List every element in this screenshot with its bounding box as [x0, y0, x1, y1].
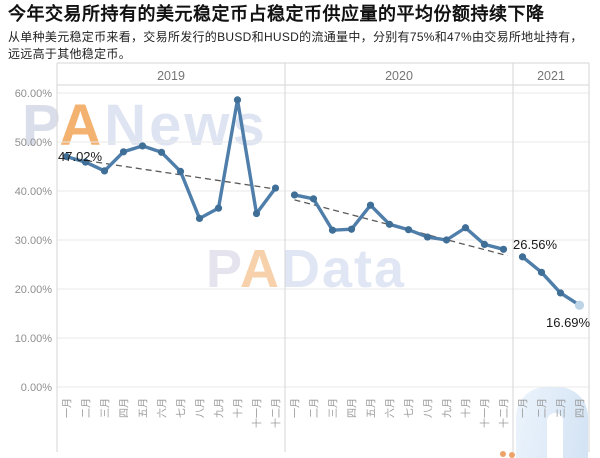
data-point-marker — [347, 225, 356, 233]
y-axis-tick-label: 60.00% — [15, 88, 53, 100]
data-point-marker — [423, 233, 432, 241]
page-subtitle: 从单种美元稳定币来看，交易所发行的BUSD和HUSD的流通量中，分别有75%和4… — [8, 30, 583, 61]
x-axis-month-label: 十二月 — [270, 398, 283, 428]
value-annotation: 26.56% — [513, 237, 558, 252]
data-point-marker — [461, 224, 470, 232]
line-series-2020 — [292, 193, 506, 252]
data-point-marker — [100, 167, 109, 175]
value-annotation: 16.69% — [546, 315, 591, 330]
logo-dot-icon — [509, 452, 515, 458]
x-axis-month-label: 八月 — [195, 398, 207, 418]
x-axis-month-label: 十一月 — [251, 398, 264, 428]
x-axis-month-label: 九月 — [214, 398, 226, 418]
y-axis-tick-label: 40.00% — [15, 186, 53, 198]
x-axis-month-label: 三月 — [328, 398, 340, 418]
panews-watermark: PANews — [22, 92, 268, 159]
data-point-marker — [252, 209, 261, 218]
data-point-marker — [385, 220, 394, 228]
page-title: 今年交易所持有的美元稳定币占稳定币供应量的平均份额持续下降 — [8, 4, 545, 24]
x-axis-month-label: 十二月 — [498, 398, 511, 428]
x-axis-month-label: 六月 — [385, 398, 397, 418]
data-point-marker — [556, 289, 565, 297]
watermark-letter: P — [22, 93, 60, 158]
x-axis-month-label: 八月 — [423, 398, 435, 418]
y-axis-tick-label: 20.00% — [15, 284, 53, 296]
data-point-marker — [290, 191, 299, 199]
x-axis-month-label: 三月 — [556, 398, 568, 418]
y-axis-tick-label: 0.00% — [21, 382, 52, 394]
logo-arch-watermark — [516, 387, 588, 458]
line-series-2021 — [520, 255, 582, 307]
x-axis-month-label: 三月 — [100, 398, 112, 418]
x-axis-month-label: 七月 — [404, 398, 416, 418]
logo-dot-icon — [500, 451, 506, 457]
trendline-2019 — [66, 157, 276, 190]
x-axis-month-label: 四月 — [575, 398, 587, 418]
data-point-marker — [138, 142, 147, 150]
x-axis-month-label: 一月 — [62, 398, 74, 418]
year-label: 2020 — [385, 69, 413, 83]
x-axis-month-label: 七月 — [176, 398, 188, 418]
data-point-marker — [214, 204, 223, 212]
y-axis-tick-label: 10.00% — [15, 333, 53, 345]
x-axis-month-label: 四月 — [347, 398, 359, 418]
data-point-marker — [157, 148, 166, 156]
x-axis-month-label: 四月 — [119, 398, 131, 418]
year-label: 2019 — [157, 69, 185, 83]
x-axis-month-label: 二月 — [309, 398, 321, 418]
y-axis-tick-label: 30.00% — [15, 235, 53, 247]
x-axis-month-label: 二月 — [537, 398, 549, 418]
x-axis-month-label: 十一月 — [479, 398, 492, 428]
data-point-marker — [62, 153, 71, 161]
data-point-marker — [366, 201, 375, 209]
x-axis-month-label: 十月 — [232, 398, 245, 418]
highlighted-last-point — [574, 300, 585, 310]
data-point-marker — [195, 214, 204, 223]
data-point-marker — [404, 226, 413, 234]
data-point-marker — [271, 184, 280, 192]
data-point-marker — [328, 226, 337, 234]
y-axis-tick-label: 50.00% — [15, 137, 53, 149]
value-annotation: 47.02% — [58, 149, 103, 164]
data-point-marker — [176, 167, 185, 175]
watermark-letter: A — [59, 93, 105, 158]
year-label: 2021 — [537, 69, 565, 83]
x-axis-month-label: 六月 — [157, 398, 169, 418]
data-point-marker — [480, 240, 489, 249]
data-point-marker — [518, 253, 527, 261]
x-axis-month-label: 五月 — [138, 398, 150, 418]
logo-arch-notch — [547, 413, 563, 458]
data-point-marker — [233, 96, 242, 104]
data-point-marker — [81, 158, 90, 166]
data-point-marker — [442, 236, 451, 244]
data-point-marker — [309, 195, 318, 203]
data-point-marker — [499, 245, 508, 253]
x-axis-month-label: 一月 — [290, 398, 302, 418]
x-axis-month-label: 十月 — [460, 398, 473, 418]
data-point-marker — [119, 148, 128, 156]
x-axis-month-label: 九月 — [442, 398, 454, 418]
data-point-marker — [537, 268, 546, 276]
chart-header: 今年交易所持有的美元稳定币占稳定币供应量的平均份额持续下降 从单种美元稳定币来看… — [8, 3, 596, 63]
x-axis-month-label: 一月 — [518, 398, 530, 418]
x-axis-month-label: 二月 — [81, 398, 93, 418]
x-axis-month-label: 五月 — [366, 398, 378, 418]
